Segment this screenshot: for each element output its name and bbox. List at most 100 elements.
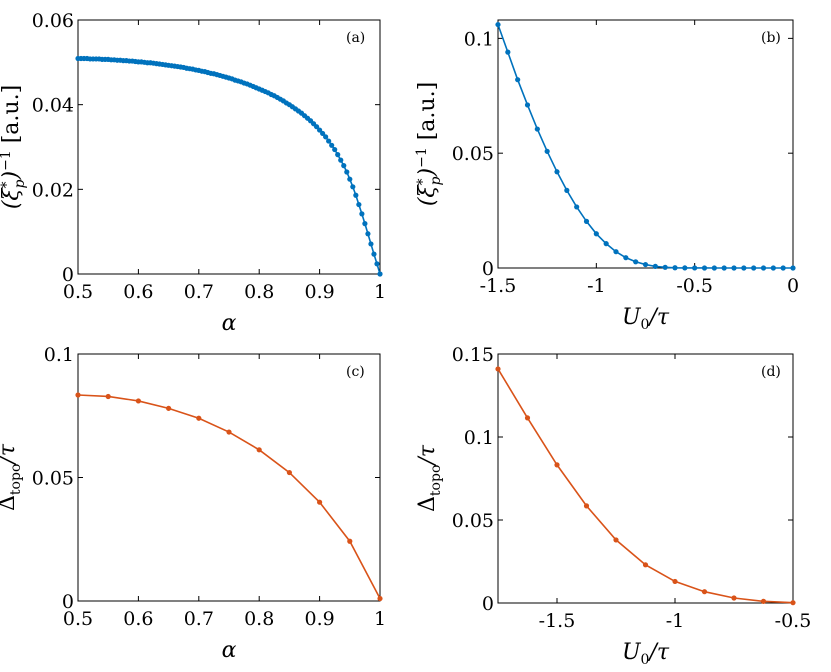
data-point [554,462,560,468]
data-point [662,264,668,270]
data-point [593,231,599,237]
data-point [790,265,796,271]
series-line-blue [78,57,381,275]
data-point [347,538,353,544]
data-point [341,163,347,169]
data-point [332,146,338,153]
x-tick-label: 0 [787,275,799,297]
data-point [317,127,323,133]
y-axis-label: Δtopo/τ [415,444,444,512]
panel-label: (d) [761,364,781,380]
x-tick-label: 0.9 [304,608,334,630]
data-point [313,124,320,130]
y-tick-label: 0.15 [452,344,494,366]
y-tick-label: 0.05 [452,143,494,165]
data-point [359,211,365,217]
data-point [780,265,786,271]
y-tick-label: 0.1 [464,28,494,50]
data-point [524,102,531,108]
x-tick-label: 0.9 [304,281,334,303]
data-point [226,429,232,435]
y-tick-label: 0 [62,264,74,286]
x-tick-label: 0.6 [123,281,153,303]
data-point [682,265,688,271]
x-tick-label: 1 [374,608,386,630]
data-point [770,265,776,271]
plot-frame [77,353,381,602]
data-point [760,265,767,271]
data-point [515,77,521,83]
data-point [692,265,698,271]
x-tick-label: -1 [587,275,606,297]
series-line-orange [497,368,794,604]
data-point [583,218,590,224]
x-tick-label: 0.6 [123,608,153,630]
y-tick-label: 0.05 [452,510,494,532]
data-point [524,415,531,421]
data-point [166,405,172,411]
x-tick-label: 0.7 [184,608,214,630]
data-point [603,241,609,247]
data-point [672,265,678,271]
y-tick-label: 0 [482,258,494,280]
plot-frame [497,19,794,269]
data-point [495,21,501,28]
y-tick-label: 0.05 [32,468,74,490]
data-point [623,255,629,261]
data-point [652,263,658,269]
data-point [320,130,326,137]
data-point [731,265,737,271]
x-tick-label: -1.5 [480,275,517,297]
y-tick-label: 0.02 [32,179,74,201]
data-point [371,251,377,257]
data-point [790,600,796,606]
panel-label: (b) [761,30,781,46]
data-point [534,126,540,132]
y-axis-label: (ξ*p)−1 [a.u.] [414,82,444,206]
data-point [368,241,374,247]
plot-frame [77,19,381,275]
data-point [75,392,81,398]
data-point [731,595,737,601]
data-point [344,169,350,175]
data-point [335,152,341,158]
x-tick-label: -0.5 [676,275,713,297]
data-point [135,398,141,404]
data-point [347,176,353,182]
data-point [350,184,356,190]
data-point [564,187,570,193]
panel-label: (a) [346,30,365,46]
series-line-orange [77,394,381,599]
data-point [672,578,678,585]
data-point [613,249,619,255]
panel-a: 0.5 0.6 0.7 0.8 0.9 1 0 0.02 0.04 0.06 (a) α (ξ*p)−1… [0,10,386,336]
data-point [362,221,368,227]
data-point [701,589,708,595]
data-point [760,598,767,604]
data-point [574,204,580,210]
data-point [338,157,344,163]
data-point [377,271,383,277]
data-point [642,562,649,568]
y-axis-label: Δtopo/τ [0,443,24,511]
data-point [326,138,332,144]
data-point [323,134,329,140]
data-point [329,142,335,148]
data-point [196,415,202,421]
data-point [583,503,590,509]
y-tick-label: 0.1 [464,427,494,449]
data-point [495,366,501,372]
data-point [286,469,292,476]
data-point [317,499,323,505]
x-axis-label: U0/τ [622,640,670,668]
data-point [613,537,619,543]
data-point [505,49,511,55]
data-point [554,169,560,175]
data-point [642,261,649,268]
x-axis-label: U0/τ [622,305,670,333]
data-point [633,259,639,265]
data-point [751,265,757,271]
series-line-blue [497,24,793,269]
data-point [105,393,111,400]
data-point [741,265,747,271]
